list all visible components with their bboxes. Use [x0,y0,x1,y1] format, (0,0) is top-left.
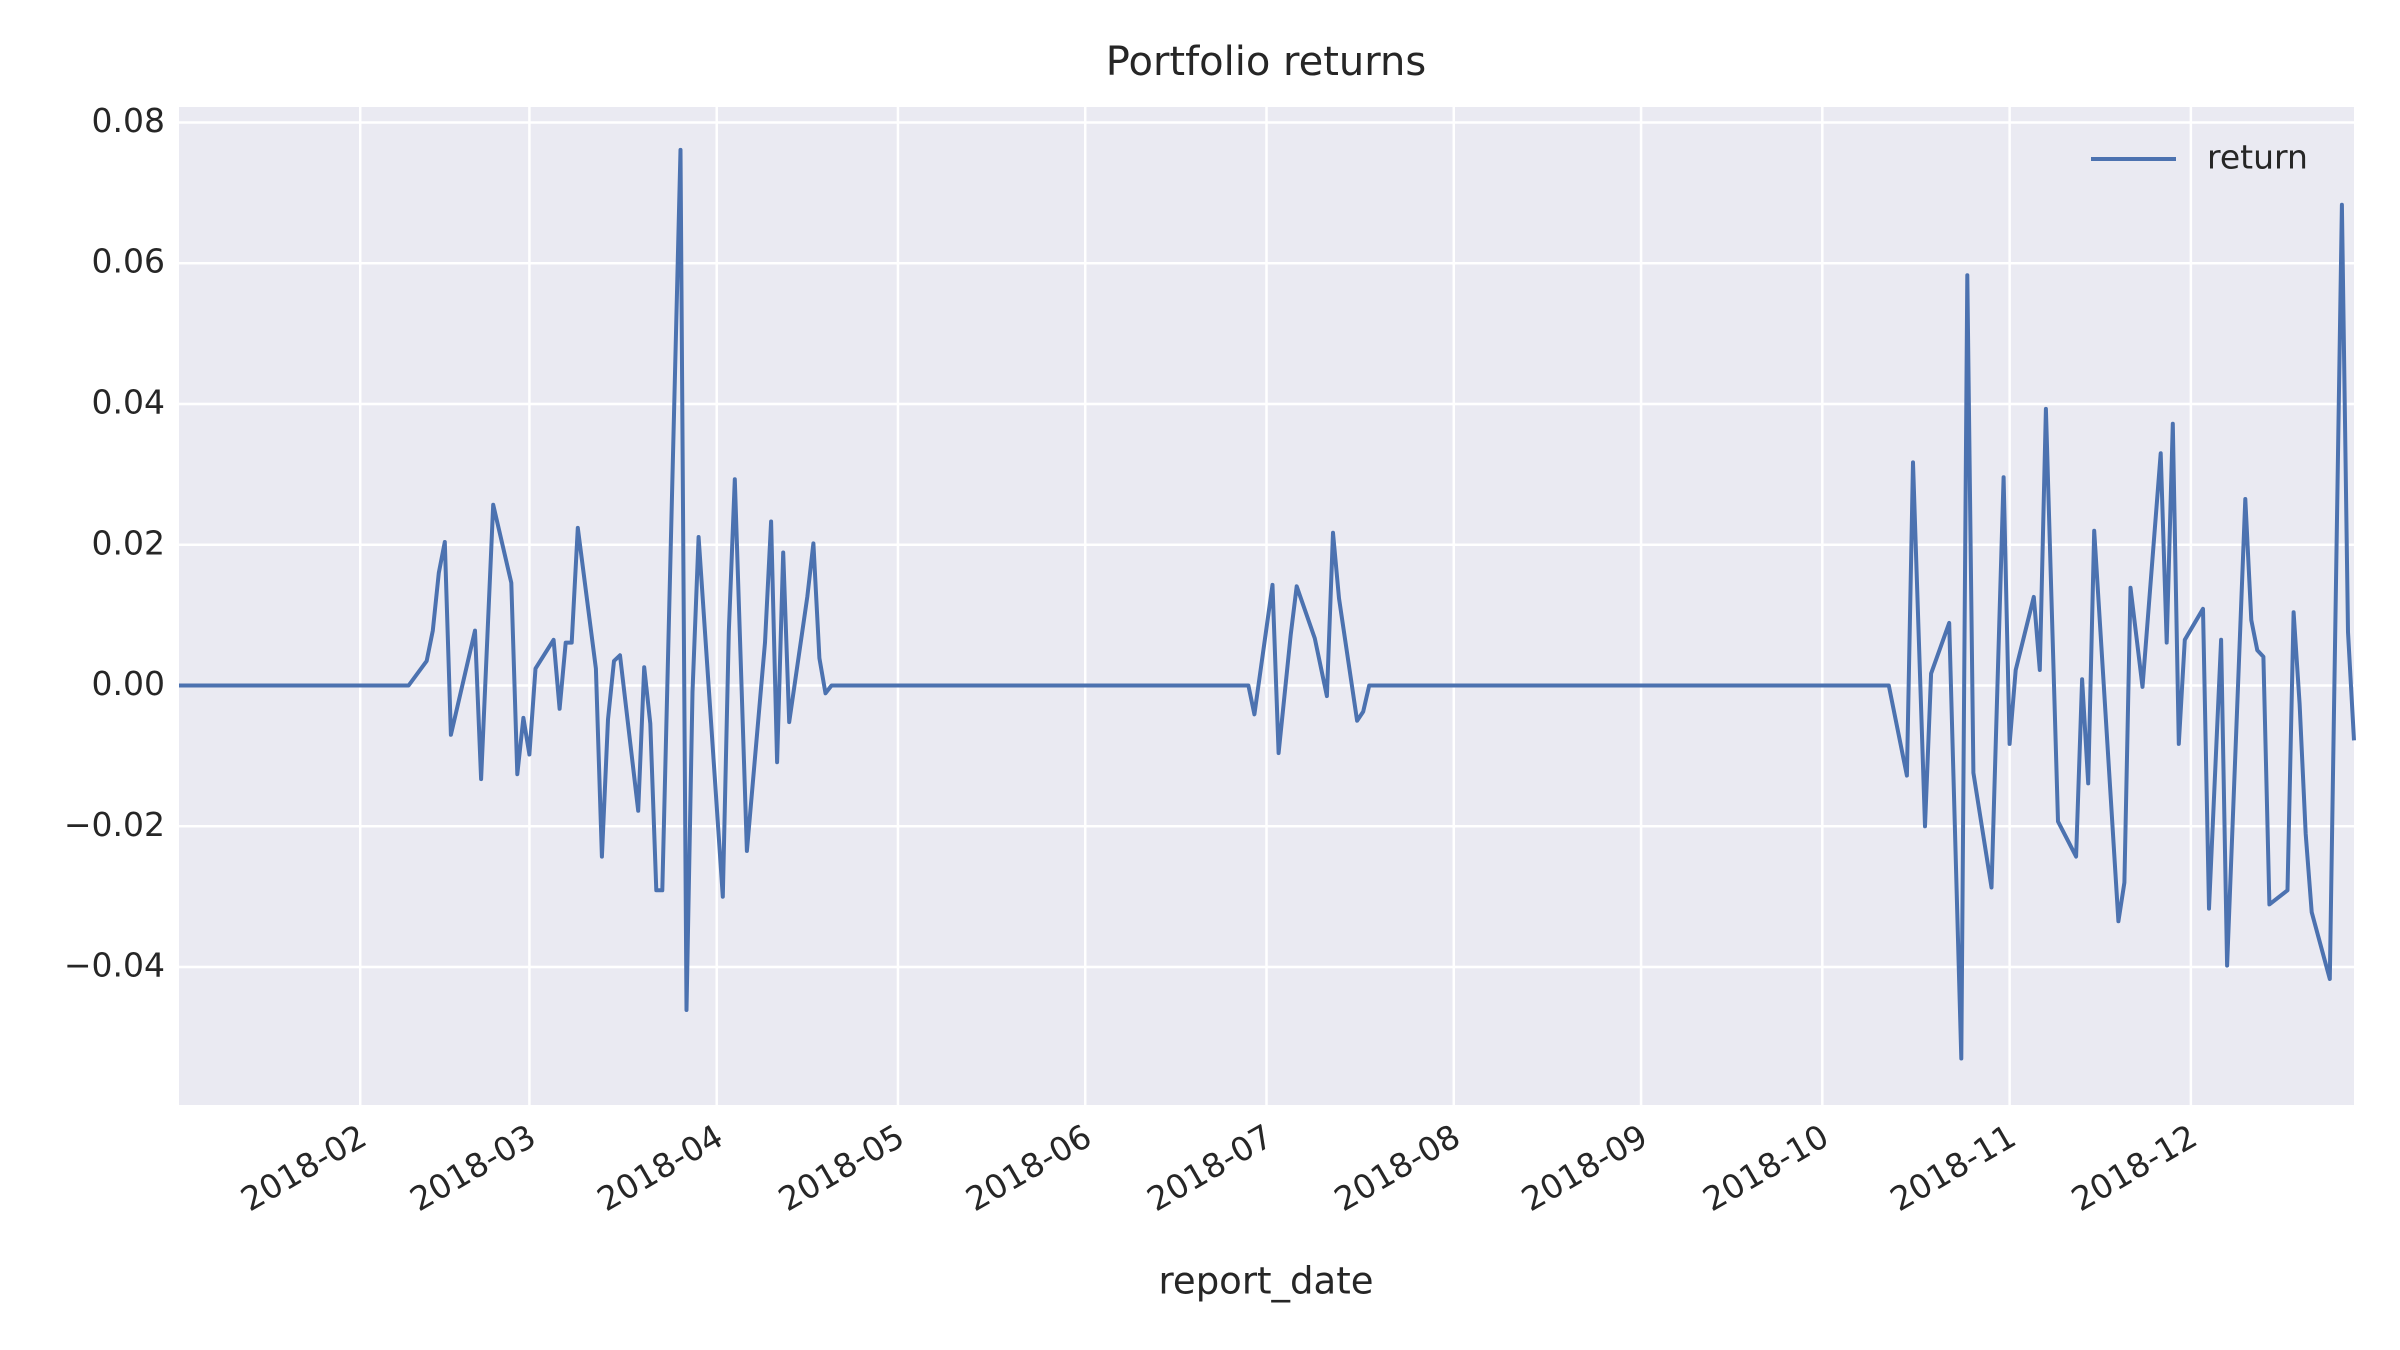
x-tick-label: 2018-03 [403,1116,542,1219]
y-tick-label: 0.00 [92,664,165,703]
x-axis-label: report_date [1159,1260,1374,1303]
x-tick-label: 2018-12 [2065,1116,2204,1219]
x-tick-label: 2018-07 [1140,1116,1279,1219]
y-tick-label: −0.02 [64,805,165,844]
chart-title: Portfolio returns [1106,39,1426,85]
y-tick-label: −0.04 [64,946,165,985]
x-tick-label: 2018-08 [1328,1116,1467,1219]
data-line [179,147,2356,1061]
y-tick-label: 0.02 [92,523,165,562]
x-tick-label: 2018-10 [1696,1116,1835,1219]
y-tick-label: 0.06 [92,242,165,281]
x-tick-label: 2018-11 [1883,1116,2022,1219]
x-tick-label: 2018-09 [1515,1116,1654,1219]
y-tick-label: 0.04 [92,383,165,422]
x-tick-label: 2018-04 [591,1116,730,1219]
legend-label: return [2207,138,2308,177]
x-tick-label: 2018-06 [959,1116,1098,1219]
x-tick-label: 2018-02 [234,1116,373,1219]
x-tick-label: 2018-05 [772,1116,911,1219]
y-tick-label: 0.08 [92,101,165,140]
